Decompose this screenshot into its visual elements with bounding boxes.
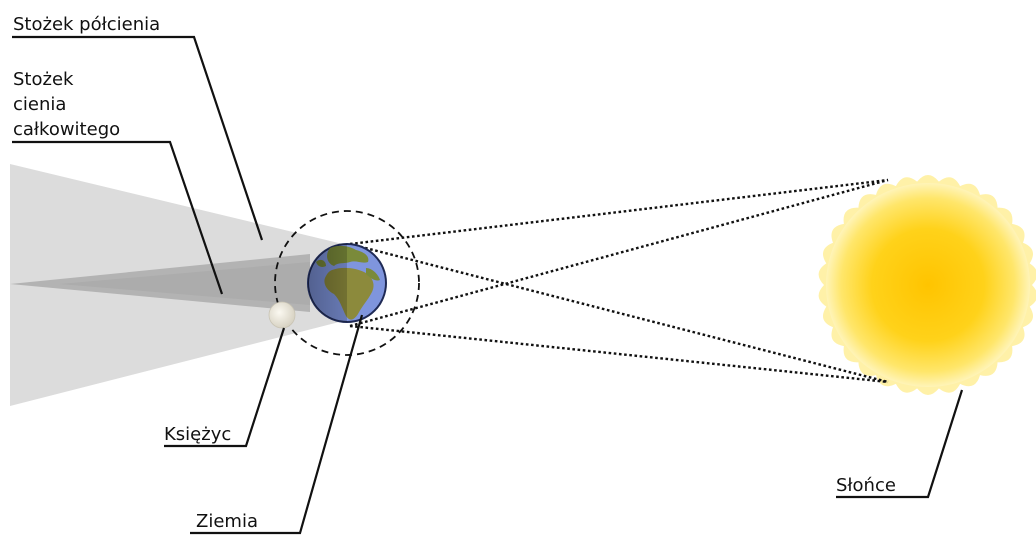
penumbra-leader xyxy=(12,35,264,241)
ray-cross-down xyxy=(349,242,889,384)
moon xyxy=(268,301,296,329)
umbra-cone-core xyxy=(60,262,310,305)
sun-disc xyxy=(826,183,1030,387)
umbra-label-line3: całkowitego xyxy=(13,119,120,140)
moon-orbit xyxy=(274,210,420,356)
penumbra-label: Stożek półcienia xyxy=(13,14,160,35)
moon-leader xyxy=(164,327,286,448)
umbra-label-line1: Stożek xyxy=(13,69,74,90)
umbra-leader xyxy=(12,140,224,295)
sun xyxy=(818,175,1036,395)
ray-lower-outer xyxy=(349,324,889,384)
earth-label: Ziemia xyxy=(196,511,258,532)
umbra-label-line2: cienia xyxy=(13,94,66,115)
moon-label: Księżyc xyxy=(164,424,231,445)
earth-leader xyxy=(190,314,364,535)
sun-label: Słońce xyxy=(836,475,896,496)
ray-upper-outer xyxy=(349,178,889,246)
ray-cross-up xyxy=(349,178,889,328)
sun-leader xyxy=(836,389,964,499)
earth xyxy=(307,243,387,323)
